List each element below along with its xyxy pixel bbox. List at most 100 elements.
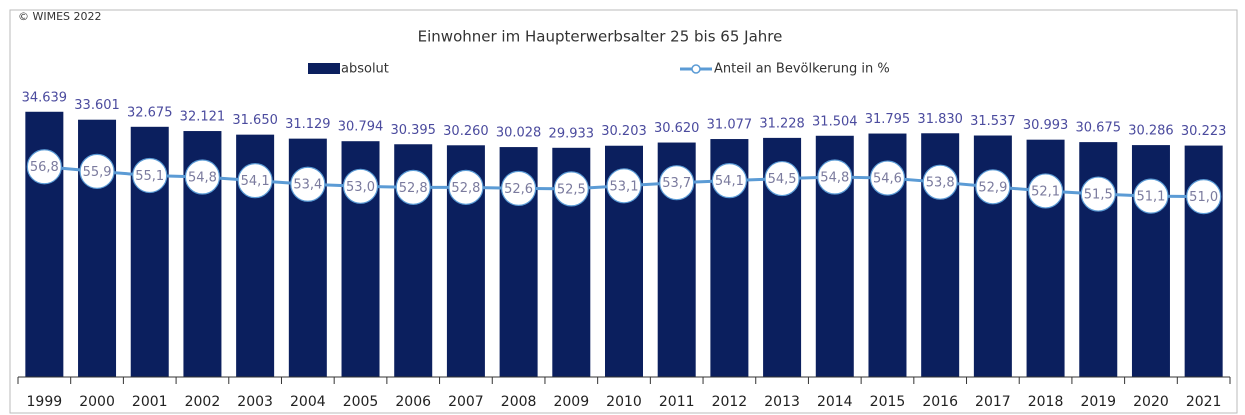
line-marker [342,168,379,204]
x-tick-label: 2019 [1080,394,1116,410]
x-tick-label: 2008 [501,394,537,410]
line-marker [1186,179,1222,215]
line-marker [1027,173,1064,209]
bar-value-label: 34.639 [22,90,68,105]
line-marker [711,163,747,199]
x-tick-label: 2006 [395,394,431,410]
x-tick-label: 2014 [817,394,853,410]
line-value-label: 51,1 [1136,190,1165,205]
line-value-label: 54,6 [873,172,902,187]
bar-value-label: 31.077 [707,118,753,133]
bar-value-label: 31.650 [232,113,278,128]
bar-value-label: 31.129 [285,117,331,132]
bar-value-label: 31.537 [970,114,1016,129]
x-tick-label: 2004 [290,394,326,410]
line-marker [659,165,695,201]
line-value-label: 54,8 [188,171,217,186]
x-tick-label: 2021 [1186,394,1222,410]
legend-label: absolut [341,62,389,77]
bar-value-label: 33.601 [74,98,120,113]
bar-value-label: 29.933 [549,126,595,141]
line-value-label: 52,9 [978,180,1007,195]
x-tick-label: 2020 [1133,394,1169,410]
line-value-label: 55,1 [135,169,164,184]
chart-title: Einwohner im Haupterwerbsalter 25 bis 65… [418,28,783,46]
bar-value-label: 32.675 [127,105,173,120]
line-marker [237,163,273,199]
line-value-label: 52,6 [504,182,533,197]
line-marker [132,157,168,194]
x-tick-label: 2003 [237,394,273,410]
legend-swatch [691,64,701,74]
line-marker [553,171,589,207]
line-value-label: 52,8 [399,181,428,196]
x-tick-label: 2017 [975,394,1011,410]
bar-value-label: 31.795 [865,112,911,127]
line-marker [975,169,1011,205]
line-value-label: 53,0 [346,180,375,195]
line-marker [448,169,484,205]
line-marker [395,169,431,205]
source: © WIMES 2022 [18,10,102,23]
x-tick-label: 2013 [764,394,800,410]
line-marker [184,159,221,195]
bar-value-label: 30.675 [1076,121,1122,136]
bar-value-label: 30.028 [496,126,542,141]
x-tick-label: 2009 [553,394,589,410]
bar-value-label: 31.228 [759,116,805,131]
bar-value-label: 30.395 [390,123,436,138]
frame [9,9,1238,414]
line-marker [290,166,326,202]
line-marker [764,160,800,197]
line-marker [817,159,853,195]
line-value-label: 54,5 [768,172,797,187]
x-tick-label: 1999 [27,394,63,410]
line-value-label: 55,9 [83,165,112,180]
line-marker [26,149,62,185]
bar-value-label: 31.504 [812,114,858,129]
x-tick-label: 2016 [922,394,958,410]
line-value-label: 53,7 [662,176,691,191]
x-tick-label: 2010 [606,394,642,410]
legend-swatch [308,63,340,74]
x-tick-label: 2005 [343,394,379,410]
bar-value-label: 31.830 [917,112,963,127]
bar-value-label: 30.620 [654,121,700,136]
legend-label: Anteil an Bevölkerung in % [714,62,890,77]
bar-value-label: 30.260 [443,124,489,139]
line-value-label: 51,0 [1189,190,1218,205]
x-tick-label: 2018 [1028,394,1064,410]
x-tick-label: 2011 [659,394,695,410]
line-value-label: 54,8 [820,171,849,186]
line-value-label: 52,8 [451,181,480,196]
bar-value-label: 30.794 [338,120,384,135]
line-value-label: 53,4 [293,178,322,193]
line-value-label: 53,1 [610,179,639,194]
bar-value-label: 30.223 [1181,124,1227,139]
bar-value-label: 30.286 [1128,124,1174,139]
x-tick-label: 2007 [448,394,484,410]
line-value-label: 54,1 [715,174,744,189]
bar-value-label: 30.203 [601,124,647,139]
line-marker [79,153,115,189]
line-value-label: 56,8 [30,160,59,175]
x-tick-label: 2015 [870,394,906,410]
line-marker [501,170,537,206]
line-value-label: 54,1 [241,174,270,189]
x-tick-label: 2000 [79,394,115,410]
line-value-label: 51,5 [1084,188,1113,203]
bar-value-label: 32.121 [180,110,226,125]
bar-value-label: 30.993 [1023,118,1069,133]
line-marker [1080,176,1116,212]
x-tick-label: 2001 [132,394,168,410]
line-marker [606,168,642,204]
x-tick-label: 2002 [185,394,221,410]
x-tick-label: 2012 [712,394,748,410]
line-value-label: 53,8 [926,176,955,191]
line-marker [922,164,958,200]
line-value-label: 52,1 [1031,184,1060,199]
line-marker [1133,178,1169,214]
line-value-label: 52,5 [557,182,586,197]
line-marker [869,160,906,196]
